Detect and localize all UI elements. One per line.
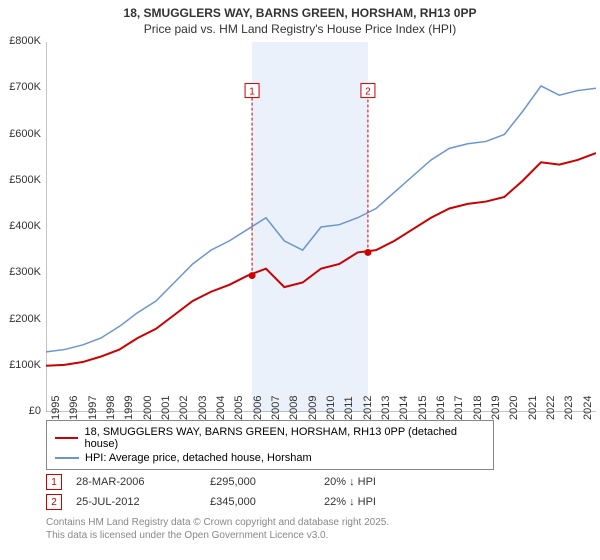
- sale-date: 25-JUL-2012: [76, 496, 140, 508]
- x-tick-label: 2000: [142, 390, 154, 420]
- x-tick-label: 2022: [545, 390, 557, 420]
- y-tick-label: £200K: [1, 313, 41, 325]
- legend-label: 18, SMUGGLERS WAY, BARNS GREEN, HORSHAM,…: [84, 426, 485, 450]
- x-tick-label: 2010: [325, 390, 337, 420]
- svg-text:1: 1: [249, 87, 255, 98]
- y-tick-label: £600K: [1, 128, 41, 140]
- x-tick-label: 2003: [197, 390, 209, 420]
- sale-delta: 20% ↓ HPI: [324, 476, 376, 488]
- y-tick-label: £100K: [1, 359, 41, 371]
- x-tick-label: 2017: [453, 390, 465, 420]
- sale-price: £345,000: [210, 496, 256, 508]
- sale-date: 28-MAR-2006: [76, 476, 144, 488]
- x-tick-label: 2001: [160, 390, 172, 420]
- x-tick-label: 2014: [398, 390, 410, 420]
- x-tick-label: 2004: [215, 390, 227, 420]
- y-tick-label: £500K: [1, 174, 41, 186]
- y-tick-label: £0: [1, 405, 41, 417]
- sale-marker-icon: 2: [46, 494, 62, 510]
- svg-text:2: 2: [365, 87, 371, 98]
- legend-item: 18, SMUGGLERS WAY, BARNS GREEN, HORSHAM,…: [55, 425, 485, 451]
- x-tick-label: 2011: [343, 390, 355, 420]
- x-tick-label: 2007: [270, 390, 282, 420]
- sale-marker-icon: 1: [46, 474, 62, 490]
- legend-swatch: [55, 437, 78, 439]
- line-chart-svg: 12: [46, 42, 596, 412]
- x-tick-label: 2023: [563, 390, 575, 420]
- x-tick-label: 2021: [527, 390, 539, 420]
- sale-row: 2 25-JUL-2012 £345,000 22% ↓ HPI: [46, 494, 592, 510]
- footer-line: Contains HM Land Registry data © Crown c…: [46, 516, 592, 529]
- x-tick-label: 2013: [380, 390, 392, 420]
- x-tick-label: 2018: [472, 390, 484, 420]
- x-tick-label: 2015: [417, 390, 429, 420]
- legend-label: HPI: Average price, detached house, Hors…: [85, 452, 312, 464]
- sale-delta: 22% ↓ HPI: [324, 496, 376, 508]
- x-tick-label: 2020: [508, 390, 520, 420]
- x-tick-label: 2005: [233, 390, 245, 420]
- y-tick-label: £300K: [1, 266, 41, 278]
- x-tick-label: 2024: [582, 390, 594, 420]
- chart-subtitle: Price paid vs. HM Land Registry's House …: [8, 22, 592, 36]
- footer-line: This data is licensed under the Open Gov…: [46, 529, 592, 542]
- plot-area: 12 £0£100K£200K£300K£400K£500K£600K£700K…: [46, 42, 596, 412]
- x-tick-label: 2006: [252, 390, 264, 420]
- x-tick-label: 2009: [307, 390, 319, 420]
- x-tick-label: 1998: [105, 390, 117, 420]
- footer: Contains HM Land Registry data © Crown c…: [46, 516, 592, 542]
- legend-item: HPI: Average price, detached house, Hors…: [55, 451, 485, 465]
- legend: 18, SMUGGLERS WAY, BARNS GREEN, HORSHAM,…: [46, 420, 494, 470]
- x-tick-label: 1996: [68, 390, 80, 420]
- x-tick-label: 1995: [50, 390, 62, 420]
- x-tick-label: 1999: [123, 390, 135, 420]
- x-tick-label: 2008: [288, 390, 300, 420]
- y-tick-label: £800K: [1, 35, 41, 47]
- legend-swatch: [55, 457, 79, 459]
- sale-price: £295,000: [210, 476, 256, 488]
- x-tick-label: 1997: [87, 390, 99, 420]
- x-tick-label: 2019: [490, 390, 502, 420]
- y-tick-label: £700K: [1, 81, 41, 93]
- y-tick-label: £400K: [1, 220, 41, 232]
- sale-row: 1 28-MAR-2006 £295,000 20% ↓ HPI: [46, 474, 592, 490]
- x-tick-label: 2012: [362, 390, 374, 420]
- x-tick-label: 2002: [178, 390, 190, 420]
- x-tick-label: 2016: [435, 390, 447, 420]
- chart-title: 18, SMUGGLERS WAY, BARNS GREEN, HORSHAM,…: [8, 6, 592, 20]
